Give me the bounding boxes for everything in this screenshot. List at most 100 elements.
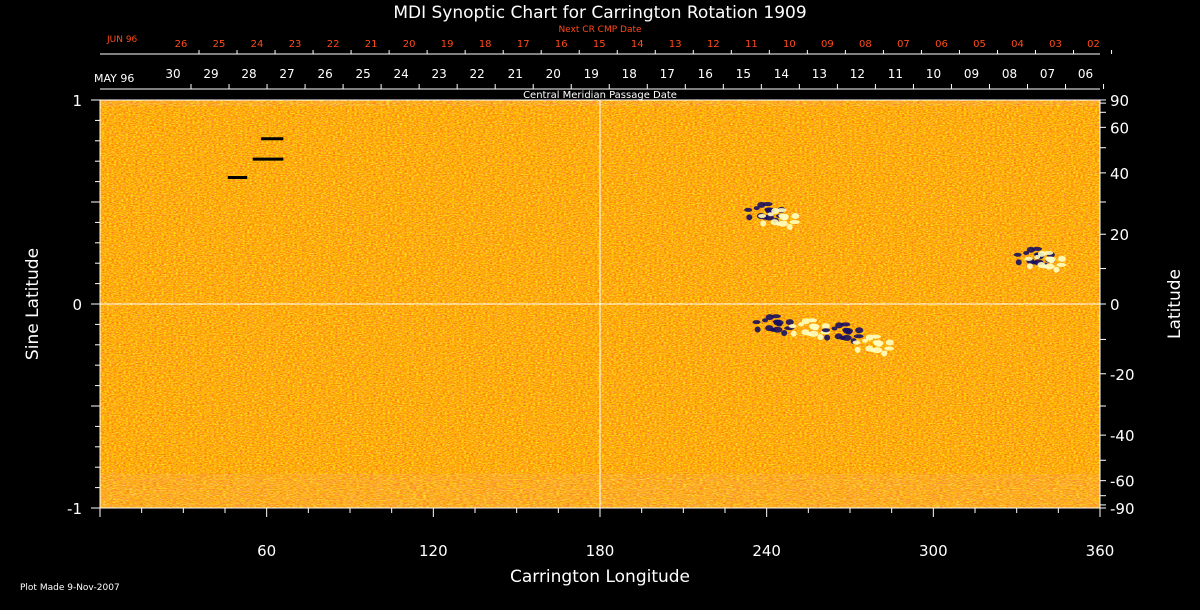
- next-cmp-axis: Next CR CMP Date JUN 96 26 25 24 23 22 21 20 19…: [100, 25, 1113, 55]
- y-axis-left: 1 0 -1: [67, 92, 100, 518]
- next-cmp-date: 09: [821, 39, 834, 50]
- y-right-tick-label: -20: [1110, 366, 1135, 384]
- x-tick-label: 360: [1086, 542, 1115, 560]
- cmp-date: 23: [432, 67, 447, 81]
- x-tick-label: 300: [919, 542, 948, 560]
- next-cmp-date: 06: [935, 39, 948, 50]
- cmp-date: 25: [355, 67, 370, 81]
- positive-polarity-patch: [1034, 255, 1041, 260]
- cmp-date: 12: [850, 67, 865, 81]
- next-cmp-date: 10: [783, 39, 796, 50]
- positive-polarity-patch: [808, 323, 817, 328]
- y-right-tick-label: 40: [1110, 165, 1129, 183]
- positive-polarity-patch: [862, 338, 869, 343]
- positive-polarity-patch: [1053, 266, 1060, 273]
- next-cmp-date: 11: [745, 39, 758, 50]
- x-axis-label: Carrington Longitude: [510, 567, 690, 587]
- next-cmp-date: 23: [289, 39, 302, 50]
- negative-polarity-patch: [842, 327, 851, 332]
- positive-polarity-patch: [852, 340, 861, 345]
- negative-polarity-patch: [764, 207, 773, 212]
- cmp-date: 20: [546, 67, 561, 81]
- positive-polarity-patch: [788, 324, 797, 329]
- negative-polarity-patch: [752, 320, 761, 325]
- cmp-date: 13: [812, 67, 827, 81]
- cmp-date: 16: [698, 67, 713, 81]
- cmp-date: 28: [241, 67, 256, 81]
- positive-polarity-patch: [817, 334, 824, 341]
- next-cmp-date: 25: [213, 39, 226, 50]
- next-cmp-date: 13: [669, 39, 682, 50]
- cmp-date: 27: [279, 67, 294, 81]
- positive-polarity-patch: [1026, 263, 1033, 270]
- x-axis: 60 120 180 240 300 360: [99, 508, 1115, 560]
- next-cmp-date: 16: [555, 39, 568, 50]
- negative-polarity-patch: [781, 329, 788, 336]
- cmp-date: 08: [1002, 67, 1017, 81]
- next-cmp-date: 21: [365, 39, 378, 50]
- cmp-date: 11: [888, 67, 903, 81]
- negative-polarity-patch: [1013, 252, 1022, 257]
- next-cmp-date: 20: [403, 39, 416, 50]
- next-cmp-date: 14: [631, 39, 644, 50]
- positive-polarity-patch: [791, 213, 800, 220]
- next-cmp-date: 04: [1011, 39, 1024, 50]
- y-right-tick-label: 60: [1110, 119, 1129, 137]
- positive-polarity-patch: [789, 220, 800, 225]
- positive-polarity-patch: [798, 322, 805, 327]
- next-cmp-date: 12: [707, 39, 720, 50]
- positive-polarity-patch: [1057, 255, 1066, 262]
- next-cmp-date: 18: [479, 39, 492, 50]
- negative-polarity-patch: [1026, 246, 1035, 253]
- negative-polarity-patch: [831, 326, 838, 331]
- chart-title: MDI Synoptic Chart for Carrington Rotati…: [393, 3, 806, 23]
- cmp-date: 24: [393, 67, 408, 81]
- cmp-date: 21: [508, 67, 523, 81]
- cmp-date: 26: [317, 67, 332, 81]
- y-right-tick-label: 90: [1110, 92, 1129, 110]
- positive-polarity-patch: [881, 350, 888, 357]
- negative-polarity-patch: [1015, 259, 1022, 266]
- x-tick-label: 180: [586, 542, 615, 560]
- next-cmp-date: 24: [251, 39, 264, 50]
- x-tick-label: 60: [257, 542, 276, 560]
- positive-polarity-patch: [884, 346, 895, 351]
- positive-polarity-patch: [760, 220, 767, 227]
- next-cmp-date: 03: [1049, 39, 1062, 50]
- y-right-tick-label: -60: [1110, 473, 1135, 491]
- positive-polarity-patch: [1044, 263, 1055, 270]
- next-cmp-date: 26: [175, 39, 188, 50]
- x-tick-label: 120: [419, 542, 448, 560]
- positive-polarity-patch: [758, 213, 767, 218]
- cmp-date: 30: [165, 67, 180, 81]
- negative-polarity-patch: [785, 319, 794, 326]
- y-left-tick-label: -1: [67, 500, 82, 518]
- x-tick-label: 240: [752, 542, 781, 560]
- positive-polarity-patch: [885, 339, 894, 346]
- negative-polarity-patch: [841, 334, 852, 341]
- negative-polarity-patch: [824, 334, 831, 341]
- cmp-date: 15: [736, 67, 751, 81]
- negative-polarity-patch: [754, 326, 761, 333]
- y-right-tick-label: 0: [1110, 296, 1120, 314]
- y-axis-left-label: Sine Latitude: [23, 248, 43, 360]
- y-left-tick-label: 0: [72, 296, 82, 314]
- positive-polarity-patch: [854, 346, 861, 353]
- next-cmp-date: 19: [441, 39, 454, 50]
- positive-polarity-patch: [808, 330, 819, 337]
- negative-polarity-patch: [772, 319, 781, 324]
- next-cmp-date: 15: [593, 39, 606, 50]
- negative-polarity-patch: [821, 328, 830, 333]
- positive-polarity-patch: [767, 212, 774, 217]
- cmp-date: 14: [774, 67, 789, 81]
- positive-polarity-patch: [771, 208, 780, 215]
- positive-polarity-patch: [1056, 262, 1067, 267]
- positive-polarity-patch: [1024, 256, 1033, 261]
- positive-polarity-patch: [777, 220, 788, 227]
- positive-polarity-patch: [790, 330, 797, 337]
- y-right-tick-label: -90: [1110, 500, 1135, 518]
- y-left-tick-label: 1: [72, 92, 82, 110]
- positive-polarity-patch: [872, 347, 883, 354]
- negative-polarity-patch: [853, 334, 864, 339]
- next-cmp-month: JUN 96: [106, 35, 138, 45]
